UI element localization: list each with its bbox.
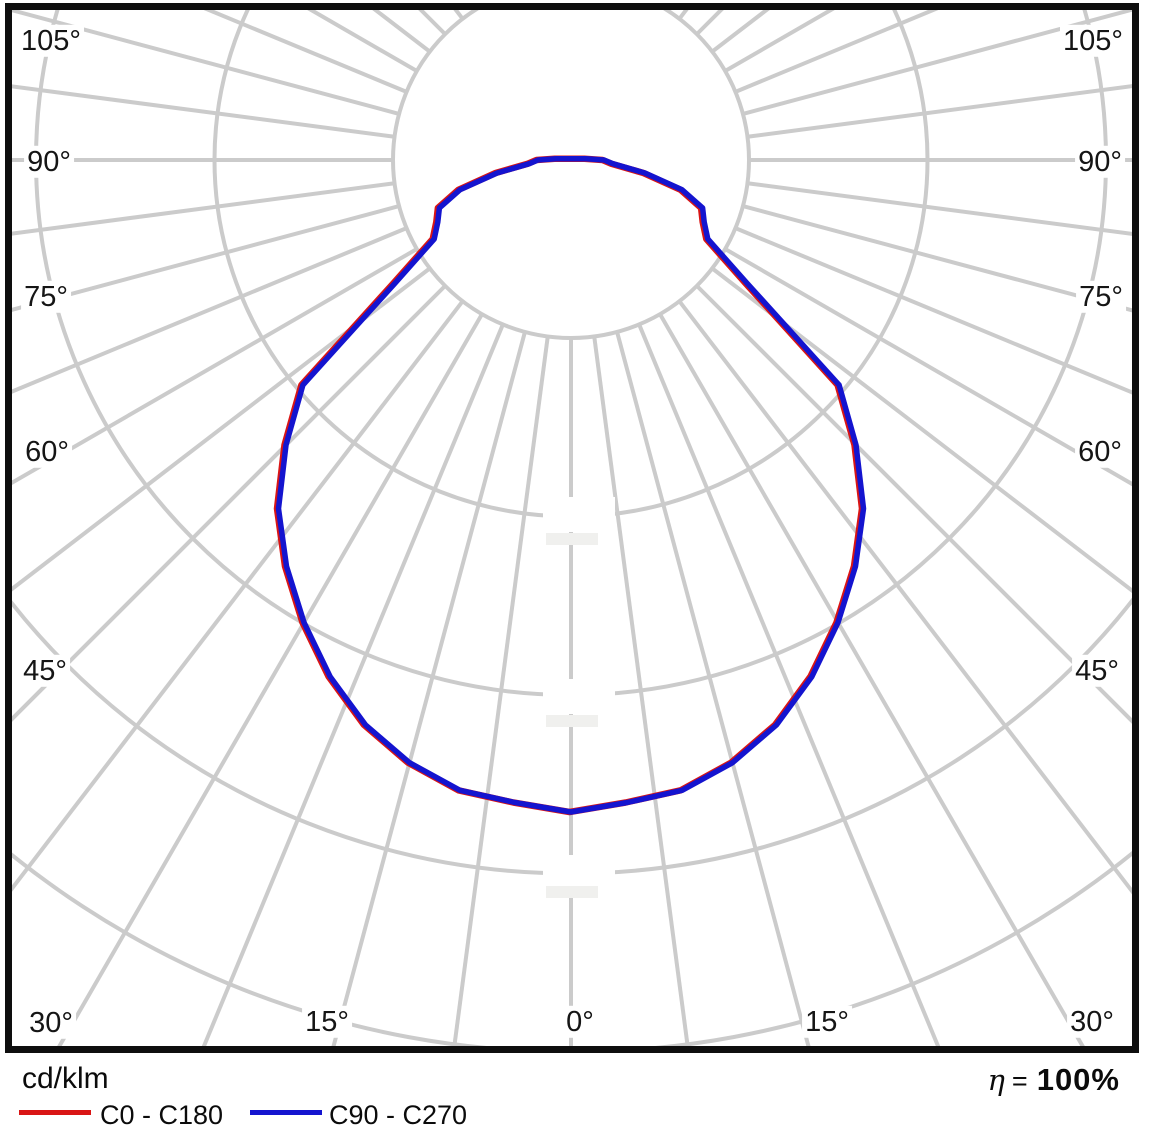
angle-label-right-105: 105° bbox=[1060, 24, 1126, 58]
legend-label-c0-c180: C0 - C180 bbox=[100, 1100, 224, 1130]
angle-label-right-60: 60° bbox=[1075, 435, 1125, 469]
efficiency-readout: η = 100% bbox=[988, 1062, 1120, 1098]
units-label: cd/klm bbox=[22, 1062, 109, 1095]
angle-label-right-90: 90° bbox=[1075, 145, 1125, 179]
angle-label-left-105: 105° bbox=[18, 24, 84, 58]
angle-label-right-75: 75° bbox=[1076, 280, 1126, 314]
angle-label-left-30: 30° bbox=[26, 1006, 76, 1040]
eta-symbol: η bbox=[987, 1063, 1005, 1097]
angle-label-bottom-15-left: 15° bbox=[302, 1005, 352, 1039]
legend-label-c90-c270: C90 - C270 bbox=[329, 1100, 468, 1130]
legend-swatch-c0-c180 bbox=[19, 1110, 91, 1115]
angle-label-right-30: 30° bbox=[1067, 1005, 1117, 1039]
angle-label-bottom-15-right: 15° bbox=[802, 1005, 852, 1039]
angle-label-left-60: 60° bbox=[22, 435, 72, 469]
angle-label-left-75: 75° bbox=[21, 280, 71, 314]
eta-equals: = bbox=[1011, 1066, 1028, 1096]
angle-label-right-45: 45° bbox=[1072, 654, 1122, 688]
angle-label-left-90: 90° bbox=[24, 145, 74, 179]
eta-value: 100% bbox=[1036, 1062, 1120, 1097]
angle-label-left-45: 45° bbox=[20, 654, 70, 688]
angle-label-bottom-0: 0° bbox=[563, 1005, 597, 1039]
legend-swatch-c90-c270 bbox=[250, 1110, 322, 1115]
